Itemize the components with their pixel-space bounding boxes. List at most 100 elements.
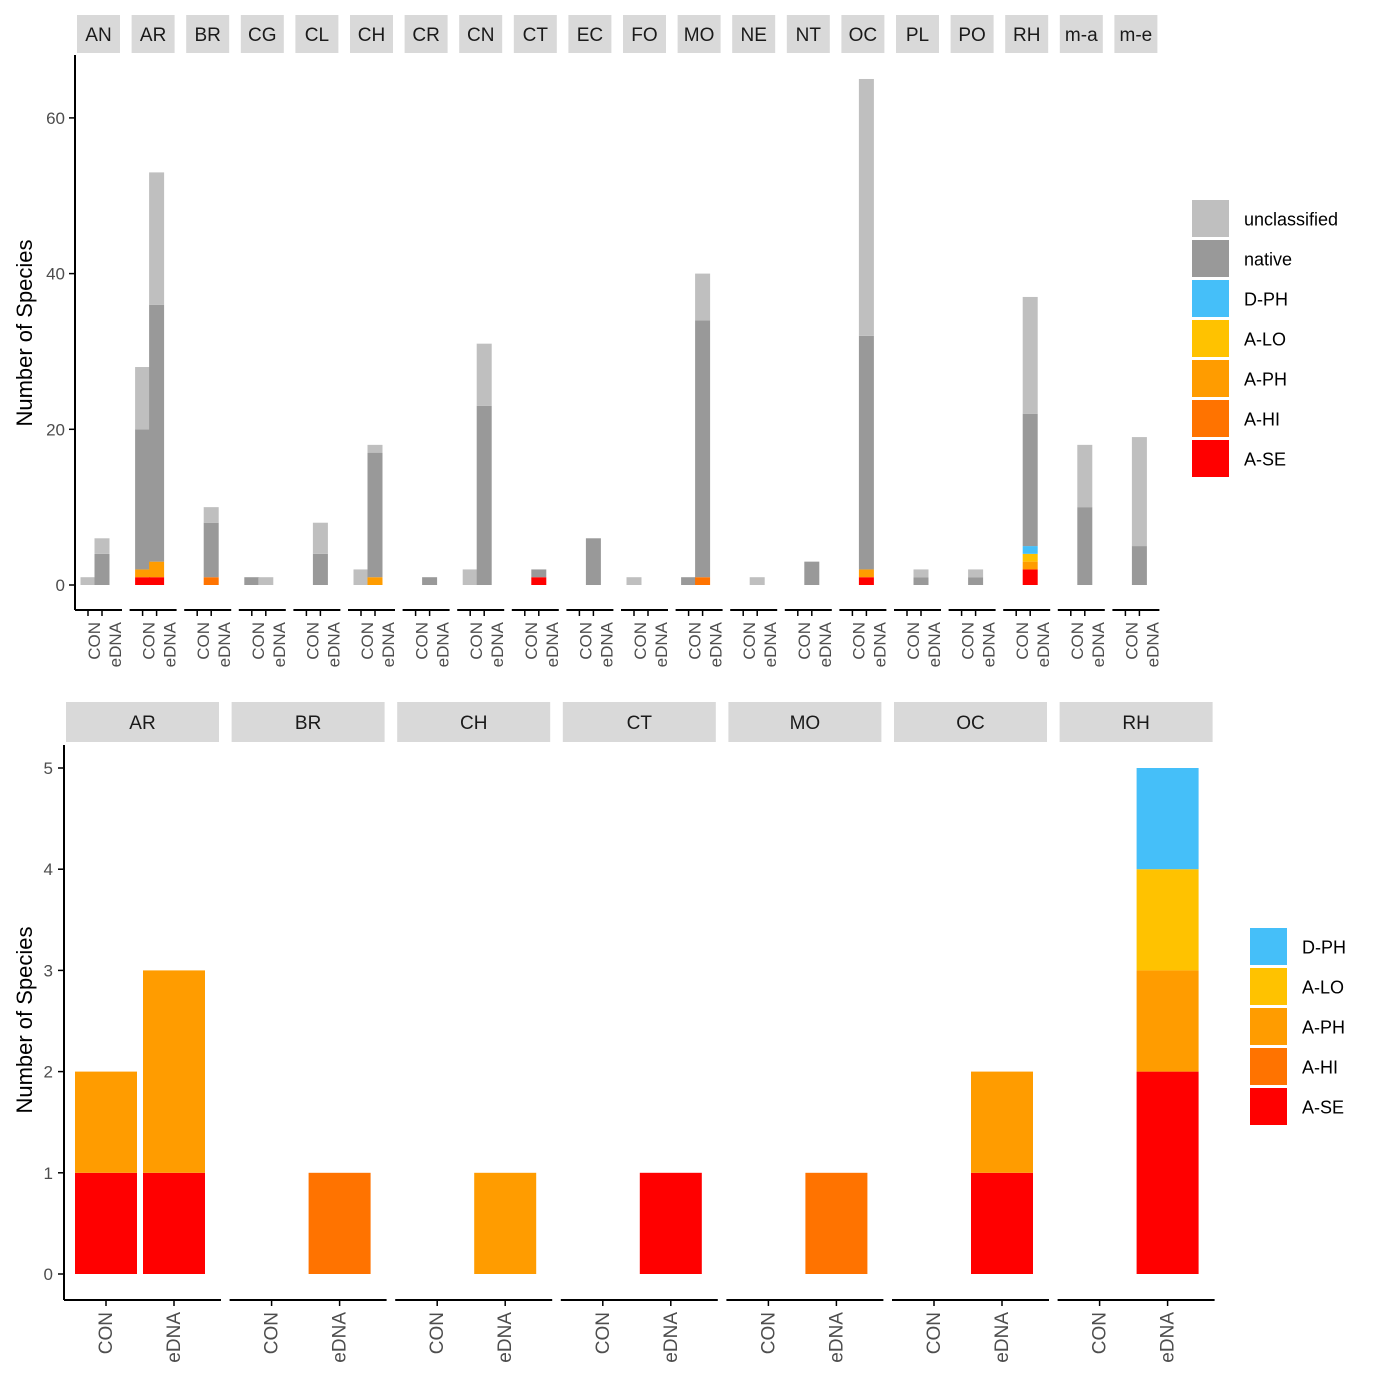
x-tick-label: eDNA	[106, 621, 125, 667]
bar-segment-BR-eDNA-native	[203, 522, 219, 578]
facet-strip	[568, 15, 612, 53]
bar-segment-RH-eDNA-unclassified	[1022, 296, 1038, 414]
x-tick-label: CON	[140, 622, 159, 660]
facet-m-a: m-a CON eDNA	[1057, 15, 1108, 667]
bar-segment-PL-eDNA-native	[913, 577, 929, 585]
x-tick-label: eDNA	[215, 621, 234, 667]
x-tick-label: CON	[631, 622, 650, 660]
facet-strip-label: BR	[194, 25, 220, 46]
facet-strip-label: AR	[129, 713, 155, 734]
x-tick-label: CON	[740, 622, 759, 660]
bar-segment-EC-eDNA-native	[585, 538, 601, 585]
y-tick-label: 20	[46, 420, 65, 439]
bar-segment-CN-eDNA-unclassified	[476, 343, 492, 406]
legend-key-D-PH	[1192, 280, 1229, 317]
facet-strip	[1059, 15, 1103, 53]
x-tick-label: CON	[413, 622, 432, 660]
legend: D-PH A-LO A-PH A-HI A-SE	[1250, 928, 1346, 1125]
facet-strip-label: RH	[1122, 713, 1149, 734]
x-tick-label: eDNA	[1158, 1312, 1179, 1363]
facet-strip	[950, 15, 994, 53]
legend-key-A-HI	[1250, 1048, 1287, 1085]
facet-m-e: m-e CON eDNA	[1112, 15, 1162, 667]
x-tick-label: eDNA	[1089, 621, 1108, 667]
bar-segment-OC-eDNA-A-SE	[971, 1172, 1033, 1274]
facet-CG: CG CON eDNA	[238, 15, 289, 667]
facet-PL: PL CON eDNA	[894, 15, 944, 667]
facet-strip	[77, 15, 120, 53]
facet-strip	[404, 15, 448, 53]
legend-label: unclassified	[1244, 210, 1338, 230]
x-tick-label: eDNA	[495, 1312, 516, 1363]
facet-RH: RH CON eDNA	[1003, 15, 1053, 667]
facet-strip-label: PO	[958, 25, 985, 46]
bar-segment-CH-CON-unclassified	[353, 569, 369, 585]
bar-segment-OC-eDNA-A-SE	[858, 577, 874, 585]
facet-strip-label: CH	[460, 713, 487, 734]
legend-key-A-PH	[1192, 360, 1229, 397]
facet-BR: BR CON eDNA	[184, 15, 234, 667]
bar-segment-BR-eDNA-A-HI	[203, 577, 219, 585]
x-tick-label: eDNA	[1143, 621, 1162, 667]
legend-label: A-LO	[1244, 330, 1286, 350]
x-tick-label: eDNA	[330, 1312, 351, 1363]
facet-strip-label: RH	[1013, 25, 1040, 46]
x-tick-label: eDNA	[488, 621, 507, 667]
facet-CL: CL CON eDNA	[293, 15, 343, 667]
facet-NT: NT CON eDNA	[784, 15, 835, 667]
y-axis-label: Number of Species	[12, 926, 37, 1113]
facet-strip-label: PL	[906, 25, 929, 46]
bar-segment-CR-eDNA-native	[422, 577, 438, 585]
facet-strip	[896, 15, 939, 53]
bar-segment-CH-eDNA-A-PH	[474, 1172, 537, 1274]
bar-segment-AR-CON-unclassified	[135, 367, 151, 430]
bar-segment-RH-eDNA-A-SE	[1136, 1071, 1199, 1274]
bar-segment-MO-eDNA-A-HI	[805, 1172, 868, 1274]
bar-segment-CG-CON-native	[244, 577, 260, 585]
bar-segment-CT-eDNA-native	[531, 569, 547, 578]
bar-segment-RH-eDNA-D-PH	[1022, 546, 1038, 554]
x-tick-label: CON	[1013, 622, 1032, 660]
facet-strip	[841, 15, 885, 53]
facet-CT: CT CON eDNA	[511, 15, 562, 667]
x-tick-label: eDNA	[270, 621, 289, 667]
bar-segment-OC-eDNA-unclassified	[858, 78, 874, 336]
y-tick-label: 3	[44, 961, 53, 980]
legend: unclassified native D-PH A-LO A-PH A-HI A-SE	[1192, 200, 1338, 477]
x-tick-label: eDNA	[161, 621, 180, 667]
facet-strip-label: CT	[627, 713, 653, 734]
x-tick-label: CON	[1090, 1312, 1111, 1354]
y-tick-label: 60	[46, 109, 65, 128]
facet-strip-label: m-e	[1120, 25, 1153, 46]
bar-segment-CL-eDNA-unclassified	[312, 522, 328, 554]
bar-segment-MO-CON-native	[681, 577, 697, 585]
x-tick-label: eDNA	[379, 621, 398, 667]
bar-segment-AR-eDNA-native	[149, 304, 165, 562]
x-tick-label: eDNA	[992, 1312, 1013, 1363]
legend-key-unclassified	[1192, 200, 1229, 237]
x-tick-label: eDNA	[164, 1312, 185, 1363]
facet-CN: CN CON eDNA	[457, 15, 507, 667]
y-tick-label: 1	[44, 1164, 53, 1183]
bar-segment-RH-eDNA-A-LO	[1136, 869, 1199, 971]
facet-strip-label: AN	[85, 25, 111, 46]
bar-segment-OC-eDNA-A-PH	[858, 569, 874, 578]
facet-strip	[350, 15, 393, 53]
facet-strip	[459, 15, 503, 53]
bar-segment-CT-eDNA-A-SE	[531, 577, 547, 585]
bar-segment-AR-CON-native	[135, 429, 151, 570]
bar-segment-BR-eDNA-A-HI	[308, 1172, 371, 1274]
y-tick-label: 5	[44, 759, 53, 778]
bar-segment-BR-eDNA-unclassified	[203, 507, 219, 523]
bar-segment-AR-CON-A-SE	[135, 577, 151, 585]
facet-strip-label: NE	[740, 25, 766, 46]
x-tick-label: CON	[303, 622, 322, 660]
x-tick-label: eDNA	[707, 621, 726, 667]
x-tick-label: eDNA	[324, 621, 343, 667]
y-tick-label: 2	[44, 1063, 53, 1082]
bar-segment-AR-eDNA-A-SE	[143, 1172, 205, 1274]
facet-strip-label: CR	[412, 25, 439, 46]
bar-segment-CL-eDNA-native	[312, 553, 328, 585]
facet-strip	[732, 15, 776, 53]
